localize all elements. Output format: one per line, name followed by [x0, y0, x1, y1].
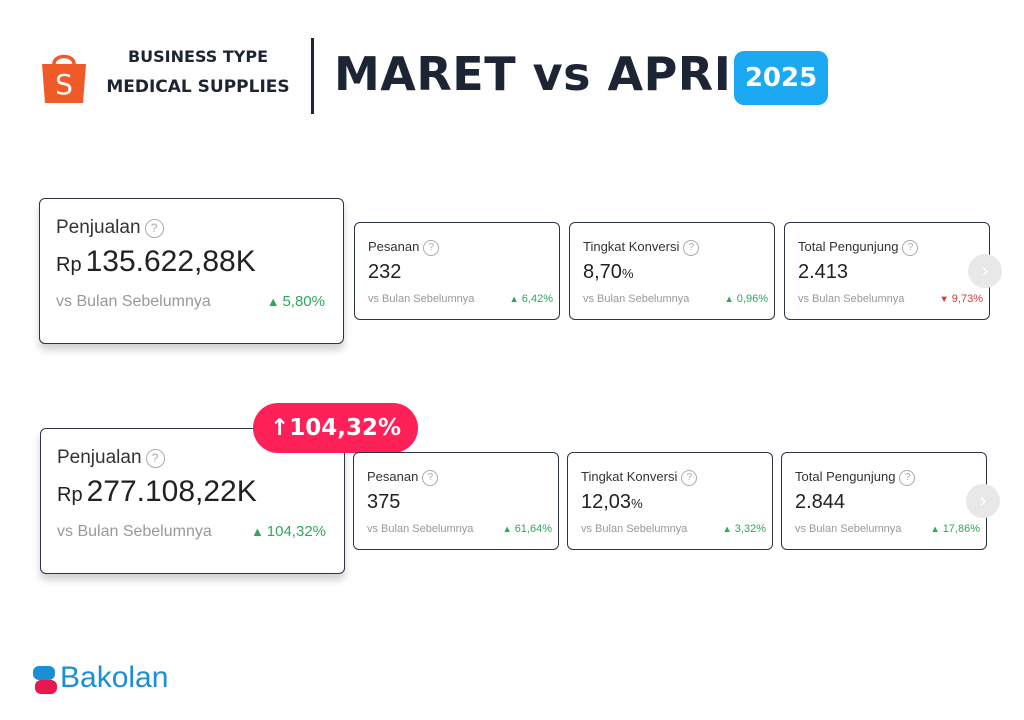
help-icon[interactable]: ? — [423, 240, 440, 256]
chevron-right-icon[interactable]: › — [966, 484, 1000, 518]
help-icon[interactable]: ? — [144, 219, 164, 238]
trend-up-icon: ▲ — [722, 524, 732, 534]
conversion-label: Tingkat Konversi? — [581, 469, 698, 486]
growth-badge: ↑104,32% — [253, 403, 418, 453]
help-icon[interactable]: ? — [683, 240, 700, 256]
change-indicator: ▲ 17,86% — [930, 523, 980, 535]
conversion-card-maret[interactable]: Tingkat Konversi? 8,70% vs Bulan Sebelum… — [569, 222, 775, 320]
trend-up-icon: ▲ — [724, 294, 734, 304]
trend-up-icon: ▲ — [509, 294, 519, 304]
comparison-label: vs Bulan Sebelumnya — [795, 523, 902, 535]
chevron-right-icon[interactable]: › — [968, 254, 1002, 288]
orders-card-maret[interactable]: Pesanan? 232 vs Bulan Sebelumnya ▲ 6,42% — [354, 222, 560, 320]
orders-value: 375 — [367, 491, 401, 513]
help-icon[interactable]: ? — [145, 449, 165, 468]
visitors-card-maret[interactable]: Total Pengunjung? 2.413 vs Bulan Sebelum… — [784, 222, 990, 320]
comparison-label: vs Bulan Sebelumnya — [798, 293, 905, 305]
change-indicator: ▼ 9,73% — [939, 293, 983, 305]
visitors-value: 2.844 — [795, 491, 846, 513]
year-badge: 2025 — [734, 51, 828, 105]
change-indicator: ▲ 5,80% — [266, 293, 325, 310]
change-indicator: ▲ 6,42% — [509, 293, 553, 305]
business-type: BUSINESS TYPE MEDICAL SUPPLIES — [100, 46, 296, 100]
sales-value: Rp 277.108,22K — [57, 475, 257, 508]
conversion-label: Tingkat Konversi? — [583, 239, 700, 256]
conversion-value: 8,70% — [583, 261, 634, 283]
brand-name: Bakolan — [60, 661, 169, 694]
header-divider — [311, 38, 314, 114]
conversion-value: 12,03% — [581, 491, 643, 513]
comparison-label: vs Bulan Sebelumnya — [367, 523, 474, 535]
comparison-label: vs Bulan Sebelumnya — [56, 293, 211, 310]
business-type-value: MEDICAL SUPPLIES — [106, 77, 290, 97]
trend-up-icon: ▲ — [251, 524, 264, 539]
change-indicator: ▲ 3,32% — [722, 523, 766, 535]
shopee-bag-icon: S — [42, 54, 86, 103]
sales-label: Penjualan? — [56, 217, 164, 239]
visitors-label: Total Pengunjung? — [798, 239, 919, 256]
orders-card-april[interactable]: Pesanan? 375 vs Bulan Sebelumnya ▲ 61,64% — [353, 452, 559, 550]
visitors-label: Total Pengunjung? — [795, 469, 916, 486]
trend-up-icon: ▲ — [266, 294, 280, 309]
visitors-value: 2.413 — [798, 261, 849, 283]
header: S BUSINESS TYPE MEDICAL SUPPLIES MARET v… — [0, 0, 1024, 130]
trend-up-icon: ▲ — [502, 524, 512, 534]
bakolan-logo-icon — [33, 666, 57, 694]
conversion-card-april[interactable]: Tingkat Konversi? 12,03% vs Bulan Sebelu… — [567, 452, 773, 550]
arrow-up-icon: ↑ — [269, 415, 290, 441]
page-title: MARET vs APRIL — [334, 47, 762, 101]
change-indicator: ▲ 104,32% — [251, 523, 326, 540]
trend-up-icon: ▲ — [930, 524, 940, 534]
help-icon[interactable]: ? — [681, 470, 698, 486]
comparison-label: vs Bulan Sebelumnya — [581, 523, 688, 535]
help-icon[interactable]: ? — [422, 470, 439, 486]
sales-label: Penjualan? — [57, 447, 165, 469]
trend-down-icon: ▼ — [939, 294, 949, 304]
change-indicator: ▲ 0,96% — [724, 293, 768, 305]
comparison-label: vs Bulan Sebelumnya — [57, 523, 212, 540]
help-icon[interactable]: ? — [899, 470, 916, 486]
orders-label: Pesanan? — [368, 239, 440, 256]
sales-value: Rp 135.622,88K — [56, 245, 256, 278]
change-indicator: ▲ 61,64% — [502, 523, 552, 535]
business-type-label: BUSINESS TYPE — [127, 47, 269, 66]
comparison-label: vs Bulan Sebelumnya — [583, 293, 690, 305]
help-icon[interactable]: ? — [902, 240, 919, 256]
logo-letter: S — [55, 68, 73, 101]
comparison-label: vs Bulan Sebelumnya — [368, 293, 475, 305]
orders-label: Pesanan? — [367, 469, 439, 486]
visitors-card-april[interactable]: Total Pengunjung? 2.844 vs Bulan Sebelum… — [781, 452, 987, 550]
orders-value: 232 — [368, 261, 402, 283]
sales-card-maret[interactable]: Penjualan? Rp 135.622,88K vs Bulan Sebelu… — [39, 198, 344, 344]
